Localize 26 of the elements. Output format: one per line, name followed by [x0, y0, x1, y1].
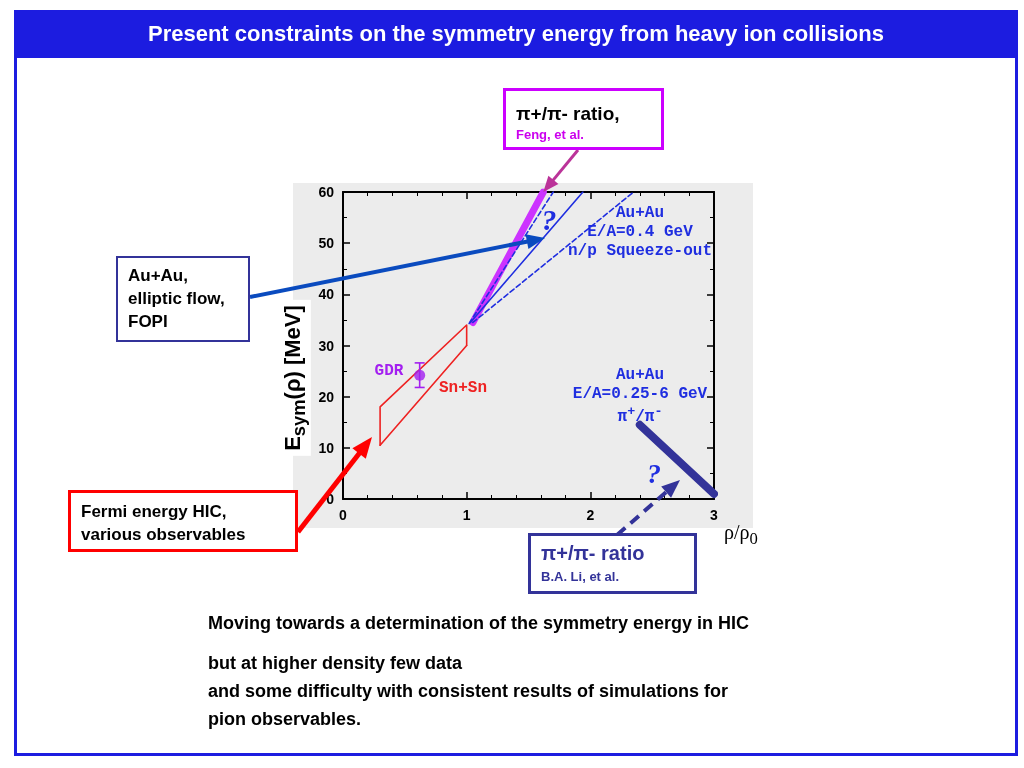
- callout-box: π+/π- ratio B.A. Li, et al.: [528, 533, 697, 594]
- annotation: Au+Au E/A=0.25-6 GeV π$^{+}$/π$^{-}$: [572, 366, 708, 428]
- annotation: ?: [541, 202, 557, 238]
- y-tick-label: 10: [318, 439, 335, 456]
- callout-box: π+/π- ratio, Feng, et al.: [503, 88, 664, 150]
- x-tick-label: 2: [586, 507, 595, 523]
- x-axis-title: ρ/ρ$_{0}$: [724, 519, 758, 549]
- annotation: Au+Au E/A=0.4 GeV n/p Squeeze-out: [567, 204, 713, 262]
- text: Moving towards a determination of the symmetry energy in HIC: [208, 612, 750, 635]
- y-tick-label: 60: [318, 184, 335, 200]
- y-tick-label: 20: [318, 388, 335, 405]
- y-tick-label: 50: [318, 235, 335, 252]
- x-tick-label: 3: [710, 507, 719, 523]
- x-tick-label: 0: [339, 507, 348, 523]
- text: but at higher density few data and some difficulty with consistent results of simulations for pion observables.: [208, 652, 729, 731]
- callout-box: Fermi energy HIC, various observables: [68, 490, 298, 552]
- x-tick-label: 1: [462, 507, 471, 523]
- annotation: Sn+Sn: [438, 379, 488, 399]
- annotation: π+/π- ratio, Feng, et al.: [516, 103, 620, 142]
- y-tick-label: 30: [318, 337, 335, 354]
- y-tick-label: 40: [318, 286, 335, 303]
- annotation: GDR: [374, 362, 404, 382]
- callout-box: Au+Au, elliptic flow, FOPI: [116, 256, 250, 342]
- banner: Present constraints on the symmetry energy from heavy ion collisions: [14, 10, 1018, 58]
- annotation: ?: [647, 457, 661, 491]
- chart-title: Present constraints on the symmetry energy from heavy ion collisions: [147, 21, 885, 47]
